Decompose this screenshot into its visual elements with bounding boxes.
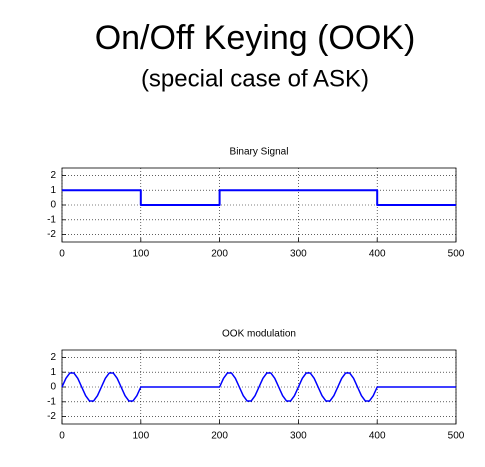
y-tick-label: 2	[50, 352, 56, 363]
x-tick-label: 500	[448, 431, 465, 442]
signal-line	[62, 189, 456, 206]
y-tick-label: 1	[50, 367, 56, 378]
y-tick-label: -1	[47, 214, 56, 225]
x-tick-label: 400	[369, 249, 386, 260]
signal-line	[61, 372, 456, 402]
x-tick-label: 400	[369, 431, 386, 442]
chart-title: OOK modulation	[222, 329, 296, 340]
x-tick-label: 500	[448, 249, 465, 260]
x-tick-label: 200	[211, 431, 228, 442]
x-tick-label: 200	[211, 249, 228, 260]
y-tick-label: 0	[50, 382, 56, 393]
y-tick-label: -1	[47, 396, 56, 407]
slide-subtitle: (special case of ASK)	[141, 65, 369, 92]
chart-title: Binary Signal	[230, 147, 289, 158]
x-tick-label: 100	[132, 431, 149, 442]
x-tick-label: 0	[59, 249, 65, 260]
y-tick-label: 2	[50, 170, 56, 181]
x-tick-label: 100	[132, 249, 149, 260]
y-tick-label: 1	[50, 185, 56, 196]
x-tick-label: 300	[290, 249, 307, 260]
y-tick-label: 0	[50, 200, 56, 211]
y-tick-label: -2	[47, 229, 56, 240]
x-tick-label: 0	[59, 431, 65, 442]
slide-title: On/Off Keying (OOK)	[95, 19, 416, 57]
y-tick-label: -2	[47, 411, 56, 422]
x-tick-label: 300	[290, 431, 307, 442]
